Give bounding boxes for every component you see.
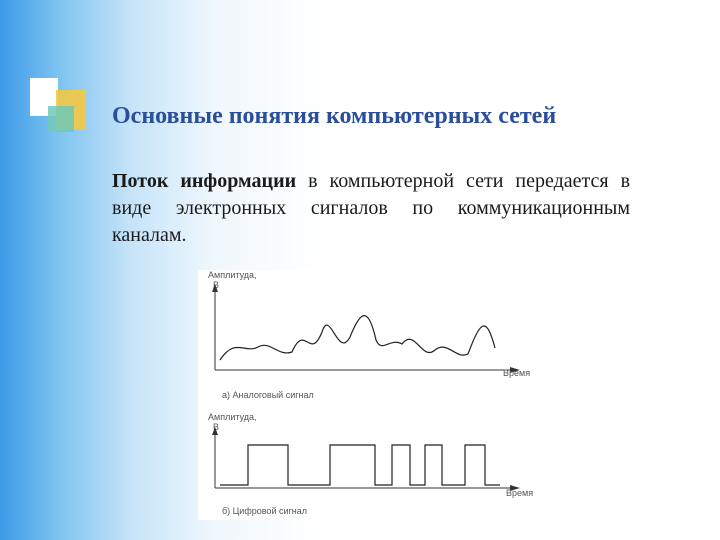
slide-body-text: Поток информации в компьютерной сети пер… xyxy=(112,168,630,249)
ornament-teal-rect xyxy=(48,106,74,132)
digital-ylabel: Амплитуда, xyxy=(208,412,257,422)
analog-caption: а) Аналоговый сигнал xyxy=(222,390,314,400)
analog-ylabel: Амплитуда, xyxy=(208,270,257,280)
digital-caption: б) Цифровой сигнал xyxy=(222,506,307,516)
slide-ornament xyxy=(30,78,88,146)
analog-xlabel: Время xyxy=(503,368,530,378)
digital-signal-chart xyxy=(210,425,530,500)
body-lead: Поток информации xyxy=(112,170,296,192)
signal-charts: Амплитуда, В Время а) Аналоговый сигнал … xyxy=(198,270,550,520)
digital-xlabel: Время xyxy=(506,488,533,498)
analog-signal-chart xyxy=(210,282,530,382)
slide-title: Основные понятия компьютерных сетей xyxy=(112,103,670,130)
